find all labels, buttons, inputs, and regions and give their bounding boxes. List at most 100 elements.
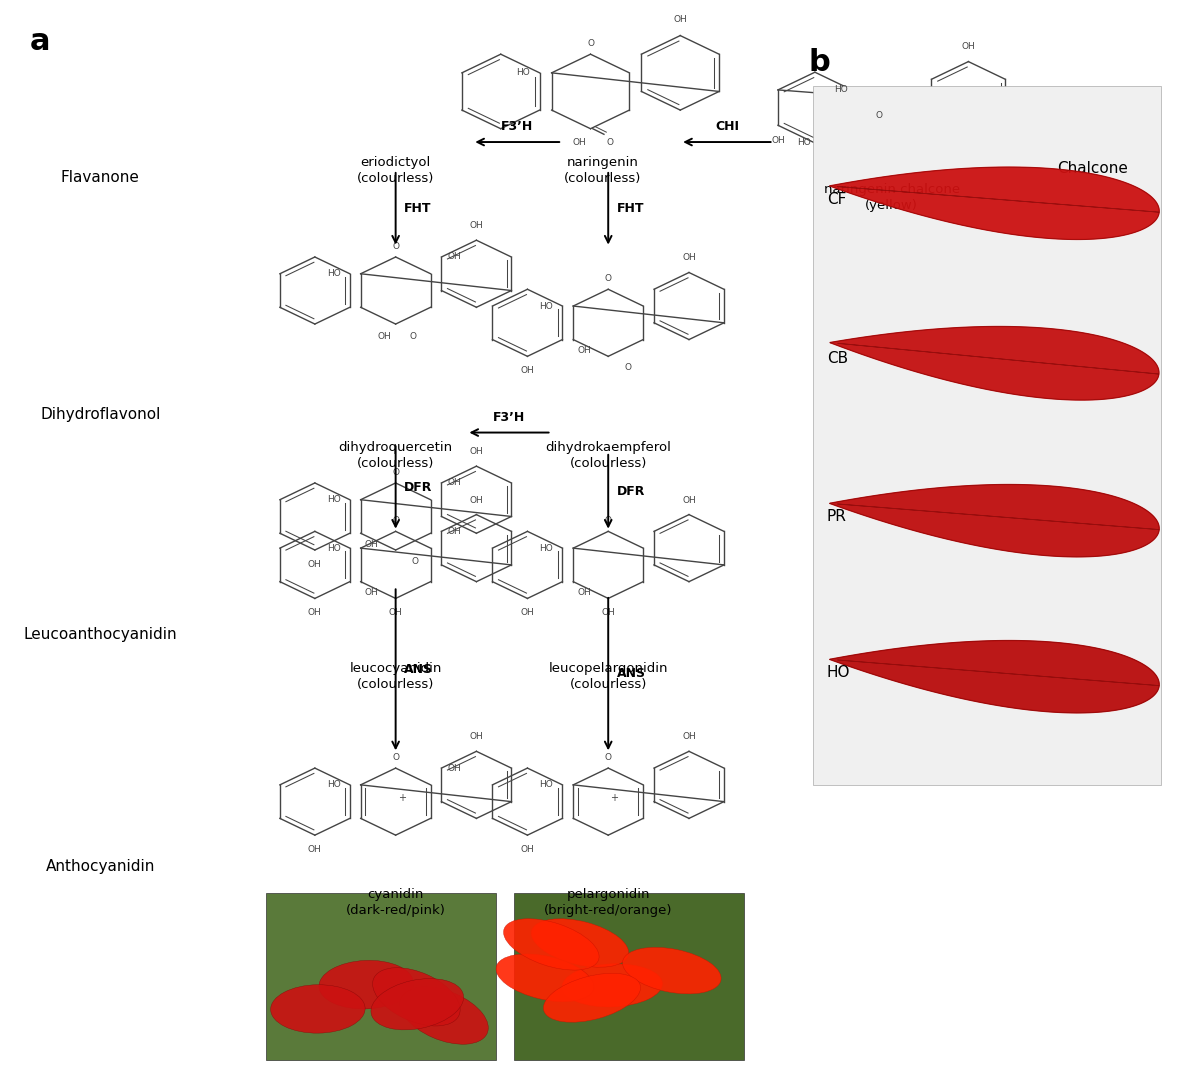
Text: HO: HO xyxy=(540,301,553,311)
Text: OH: OH xyxy=(683,496,696,505)
Text: Flavanone: Flavanone xyxy=(61,170,139,185)
Text: leucopelargonidin
(colourless): leucopelargonidin (colourless) xyxy=(548,662,668,691)
Text: OH: OH xyxy=(601,609,615,618)
Text: OH: OH xyxy=(470,222,483,230)
Text: FHT: FHT xyxy=(616,202,644,215)
Ellipse shape xyxy=(400,987,488,1044)
Text: OH: OH xyxy=(683,254,696,263)
Text: O: O xyxy=(392,516,399,525)
Text: CF: CF xyxy=(827,192,846,207)
Text: OH: OH xyxy=(389,609,403,618)
Text: OH: OH xyxy=(448,764,462,773)
Text: F3’H: F3’H xyxy=(492,411,526,424)
Text: cyanidin
(dark-red/pink): cyanidin (dark-red/pink) xyxy=(346,888,445,917)
Text: OH: OH xyxy=(573,138,586,147)
Text: O: O xyxy=(625,363,632,372)
Text: O: O xyxy=(605,516,612,525)
Text: HO: HO xyxy=(516,69,530,77)
Text: OH: OH xyxy=(521,367,534,376)
Text: HO: HO xyxy=(327,543,340,553)
Text: OH: OH xyxy=(308,846,321,854)
Text: OH: OH xyxy=(470,448,483,456)
Text: Chalcone: Chalcone xyxy=(1057,161,1128,176)
Text: CB: CB xyxy=(827,351,848,366)
Text: O: O xyxy=(605,274,612,283)
Polygon shape xyxy=(830,640,1160,713)
Text: OH: OH xyxy=(961,42,976,51)
Text: O: O xyxy=(392,753,399,762)
Text: OH: OH xyxy=(365,540,378,549)
Text: HO: HO xyxy=(540,780,553,790)
Text: O: O xyxy=(875,111,882,121)
Text: leucocyanidin
(colourless): leucocyanidin (colourless) xyxy=(350,662,442,691)
Text: Anthocyanidin: Anthocyanidin xyxy=(46,859,155,874)
Ellipse shape xyxy=(319,961,413,1009)
Text: naringenin
(colourless): naringenin (colourless) xyxy=(563,156,641,185)
Text: OH: OH xyxy=(521,609,534,618)
Text: O: O xyxy=(392,242,399,251)
Text: OH: OH xyxy=(470,496,483,505)
Bar xyxy=(813,86,1161,785)
Text: Leucoanthocyanidin: Leucoanthocyanidin xyxy=(24,627,177,642)
Text: OH: OH xyxy=(448,253,462,261)
Text: a: a xyxy=(30,27,50,56)
Text: O: O xyxy=(605,753,612,762)
Text: O: O xyxy=(587,39,594,47)
Text: ANS: ANS xyxy=(616,667,646,680)
Text: OH: OH xyxy=(673,15,687,25)
Text: pelargonidin
(bright-red/orange): pelargonidin (bright-red/orange) xyxy=(544,888,672,917)
Text: dihydrokaempferol
(colourless): dihydrokaempferol (colourless) xyxy=(546,441,671,470)
Ellipse shape xyxy=(503,919,599,971)
Text: OH: OH xyxy=(578,346,590,355)
Text: OH: OH xyxy=(470,733,483,741)
Ellipse shape xyxy=(371,978,464,1030)
Text: OH: OH xyxy=(683,733,696,741)
Text: FHT: FHT xyxy=(404,202,431,215)
Text: HO: HO xyxy=(327,780,340,790)
Text: DFR: DFR xyxy=(404,481,432,494)
Text: HO: HO xyxy=(327,495,340,505)
Ellipse shape xyxy=(496,954,594,1002)
Text: naringenin chalcone
(yellow): naringenin chalcone (yellow) xyxy=(823,183,960,212)
Text: HO: HO xyxy=(827,665,850,680)
Text: dihydroquercetin
(colourless): dihydroquercetin (colourless) xyxy=(339,441,452,470)
Polygon shape xyxy=(830,326,1159,400)
Text: eriodictyol
(colourless): eriodictyol (colourless) xyxy=(357,156,435,185)
Text: HO: HO xyxy=(834,85,848,95)
Bar xyxy=(266,893,496,1060)
Text: ANS: ANS xyxy=(404,663,433,676)
Text: DFR: DFR xyxy=(616,485,645,498)
Ellipse shape xyxy=(270,985,365,1033)
Text: O: O xyxy=(606,138,613,147)
Text: OH: OH xyxy=(378,332,392,341)
Text: OH: OH xyxy=(578,589,590,597)
Text: CHI: CHI xyxy=(716,121,739,133)
Text: OH: OH xyxy=(771,136,785,145)
Text: OH: OH xyxy=(448,527,462,536)
Text: PR: PR xyxy=(827,509,847,524)
Text: O: O xyxy=(392,468,399,477)
Ellipse shape xyxy=(622,947,722,994)
Text: OH: OH xyxy=(308,609,321,618)
Text: HO: HO xyxy=(327,269,340,279)
Text: F3’H: F3’H xyxy=(501,121,534,133)
Text: OH: OH xyxy=(365,589,378,597)
Text: OH: OH xyxy=(308,561,321,569)
Text: O: O xyxy=(412,556,419,566)
Text: OH: OH xyxy=(448,479,462,487)
Ellipse shape xyxy=(531,919,628,967)
Text: HO: HO xyxy=(540,543,553,553)
Polygon shape xyxy=(830,484,1160,557)
Text: +: + xyxy=(398,793,406,804)
Text: Dihydroflavonol: Dihydroflavonol xyxy=(40,407,161,422)
Text: O: O xyxy=(410,332,417,341)
Bar xyxy=(514,893,744,1060)
Text: b: b xyxy=(809,48,830,77)
Ellipse shape xyxy=(543,974,640,1022)
Ellipse shape xyxy=(372,967,461,1025)
Polygon shape xyxy=(830,167,1160,240)
Text: OH: OH xyxy=(521,846,534,854)
Text: HO: HO xyxy=(797,139,810,147)
Ellipse shape xyxy=(562,964,663,1007)
Text: +: + xyxy=(611,793,619,804)
